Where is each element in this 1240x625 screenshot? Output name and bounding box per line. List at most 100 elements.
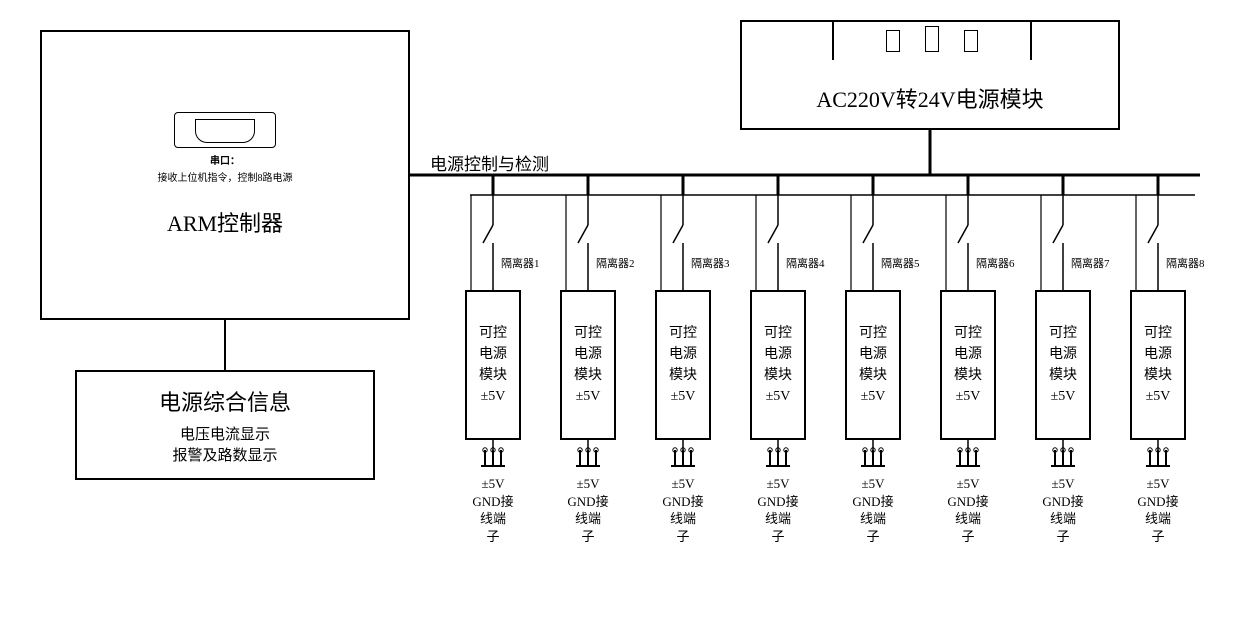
output-terminal-label: ±5VGND接线端子	[845, 475, 901, 545]
module-l1: 可控	[764, 323, 792, 344]
module-l1: 可控	[954, 323, 982, 344]
out-l3: 线端	[1035, 510, 1091, 528]
channel-column: 可控电源模块±5V ±5VGND接线端子	[560, 290, 616, 545]
isolator-label: 隔离器2	[596, 255, 635, 271]
output-terminal-label: ±5VGND接线端子	[465, 475, 521, 545]
module-l4: ±5V	[1051, 386, 1076, 407]
module-l1: 可控	[574, 323, 602, 344]
module-l3: 模块	[1049, 365, 1077, 386]
out-l1: ±5V	[560, 475, 616, 493]
info-title: 电源综合信息	[159, 385, 291, 417]
channel-column: 可控电源模块±5V±5VGND接线端子	[845, 290, 901, 545]
module-l4: ±5V	[576, 386, 601, 407]
module-l3: 模块	[479, 365, 507, 386]
plug-pin-icon	[925, 26, 939, 52]
channel-column: 可控电源模块±5V±5VGND接线端子	[940, 290, 996, 545]
out-l4: 子	[465, 528, 521, 546]
power-info-box: 电源综合信息 电压电流显示 报警及路数显示	[75, 370, 375, 480]
output-terminal-label: ±5VGND接线端子	[940, 475, 996, 545]
module-l3: 模块	[859, 365, 887, 386]
out-l2: GND接	[1130, 493, 1186, 511]
power-module-box: 可控电源模块±5V	[845, 290, 901, 440]
module-l4: ±5V	[861, 386, 886, 407]
power-module-box: 可控电源模块±5V	[465, 290, 521, 440]
module-l2: 电源	[954, 344, 982, 365]
output-terminal-label: ±5VGND接线端子	[1130, 475, 1186, 545]
out-l4: 子	[560, 528, 616, 546]
out-l1: ±5V	[1130, 475, 1186, 493]
module-l2: 电源	[479, 344, 507, 365]
power-module-box: 可控电源模块±5V	[560, 290, 616, 440]
arm-controller-box: 串口： 接收上位机指令，控制8路电源 ARM控制器	[40, 30, 410, 320]
power-module-box: 可控电源模块±5V	[1130, 290, 1186, 440]
out-l2: GND接	[845, 493, 901, 511]
output-terminal-label: ±5VGND接线端子	[560, 475, 616, 545]
info-line2: 报警及路数显示	[172, 444, 277, 465]
module-l2: 电源	[859, 344, 887, 365]
module-l3: 模块	[1144, 365, 1172, 386]
module-l4: ±5V	[671, 386, 696, 407]
module-l1: 可控	[1144, 323, 1172, 344]
out-l4: 子	[655, 528, 711, 546]
module-l2: 电源	[1049, 344, 1077, 365]
channel-column: 可控电源模块±5V±5VGND接线端子	[465, 290, 521, 545]
out-l3: 线端	[465, 510, 521, 528]
out-l1: ±5V	[845, 475, 901, 493]
out-l1: ±5V	[1035, 475, 1091, 493]
power-module-box: 可控电源模块±5V	[1035, 290, 1091, 440]
power-module-box: 可控电源模块±5V	[655, 290, 711, 440]
out-l4: 子	[940, 528, 996, 546]
plug-pin-icon	[964, 30, 978, 52]
module-l2: 电源	[669, 344, 697, 365]
info-line1: 电压电流显示	[180, 423, 270, 444]
plug-pin-icon	[886, 30, 900, 52]
module-l4: ±5V	[481, 386, 506, 407]
module-l4: ±5V	[956, 386, 981, 407]
out-l4: 子	[1130, 528, 1186, 546]
out-l4: 子	[845, 528, 901, 546]
output-terminal-label: ±5VGND接线端子	[655, 475, 711, 545]
output-terminal-label: ±5VGND接线端子	[1035, 475, 1091, 545]
module-l2: 电源	[1144, 344, 1172, 365]
channel-column: 可控电源模块±5V±5VGND接线端子	[655, 290, 711, 545]
isolator-label: 隔离器4	[786, 255, 825, 271]
module-l3: 模块	[764, 365, 792, 386]
module-l2: 电源	[764, 344, 792, 365]
module-l4: ±5V	[766, 386, 791, 407]
power-module-box: 可控电源模块±5V	[940, 290, 996, 440]
module-l3: 模块	[954, 365, 982, 386]
psu-plug-pins	[834, 22, 1030, 52]
out-l1: ±5V	[940, 475, 996, 493]
out-l3: 线端	[655, 510, 711, 528]
out-l1: ±5V	[655, 475, 711, 493]
module-l3: 模块	[669, 365, 697, 386]
channel-column: 可控电源模块±5V±5VGND接线端子	[750, 290, 806, 545]
module-l1: 可控	[669, 323, 697, 344]
serial-port-frame	[174, 112, 276, 148]
module-l4: ±5V	[1146, 386, 1171, 407]
isolator-label: 隔离器3	[691, 255, 730, 271]
out-l3: 线端	[1130, 510, 1186, 528]
out-l2: GND接	[465, 493, 521, 511]
out-l4: 子	[750, 528, 806, 546]
out-l3: 线端	[845, 510, 901, 528]
module-l3: 模块	[574, 365, 602, 386]
serial-label: 串口：	[210, 152, 240, 167]
out-l1: ±5V	[750, 475, 806, 493]
isolator-label: 隔离器5	[881, 255, 920, 271]
out-l2: GND接	[750, 493, 806, 511]
out-l3: 线端	[940, 510, 996, 528]
channel-column: 可控电源模块±5V±5VGND接线端子	[1035, 290, 1091, 545]
power-module-box: 可控电源模块±5V	[750, 290, 806, 440]
out-l2: GND接	[940, 493, 996, 511]
psu-plug-frame	[832, 20, 1032, 60]
bus-label: 电源控制与检测	[430, 150, 549, 175]
out-l1: ±5V	[465, 475, 521, 493]
module-l1: 可控	[479, 323, 507, 344]
out-l2: GND接	[655, 493, 711, 511]
module-l1: 可控	[1049, 323, 1077, 344]
out-l3: 线端	[750, 510, 806, 528]
isolator-label: 隔离器7	[1071, 255, 1110, 271]
arm-title: ARM控制器	[167, 206, 283, 238]
channel-column: 可控电源模块±5V±5VGND接线端子	[1130, 290, 1186, 545]
